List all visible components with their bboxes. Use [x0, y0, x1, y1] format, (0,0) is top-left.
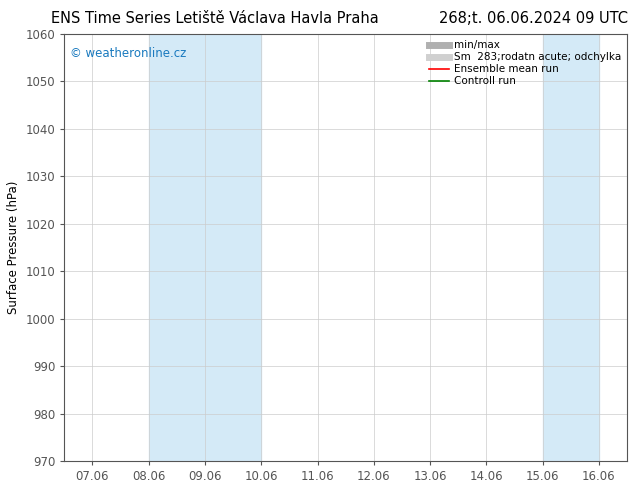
Text: 268;t. 06.06.2024 09 UTC: 268;t. 06.06.2024 09 UTC: [439, 11, 628, 26]
Y-axis label: Surface Pressure (hPa): Surface Pressure (hPa): [7, 181, 20, 314]
Legend: min/max, Sm  283;rodatn acute; odchylka, Ensemble mean run, Controll run: min/max, Sm 283;rodatn acute; odchylka, …: [424, 36, 625, 91]
Bar: [543, 34, 599, 461]
Bar: [149, 34, 261, 461]
Text: ENS Time Series Letiště Václava Havla Praha: ENS Time Series Letiště Václava Havla Pr…: [51, 11, 378, 26]
Text: © weatheronline.cz: © weatheronline.cz: [70, 47, 186, 60]
